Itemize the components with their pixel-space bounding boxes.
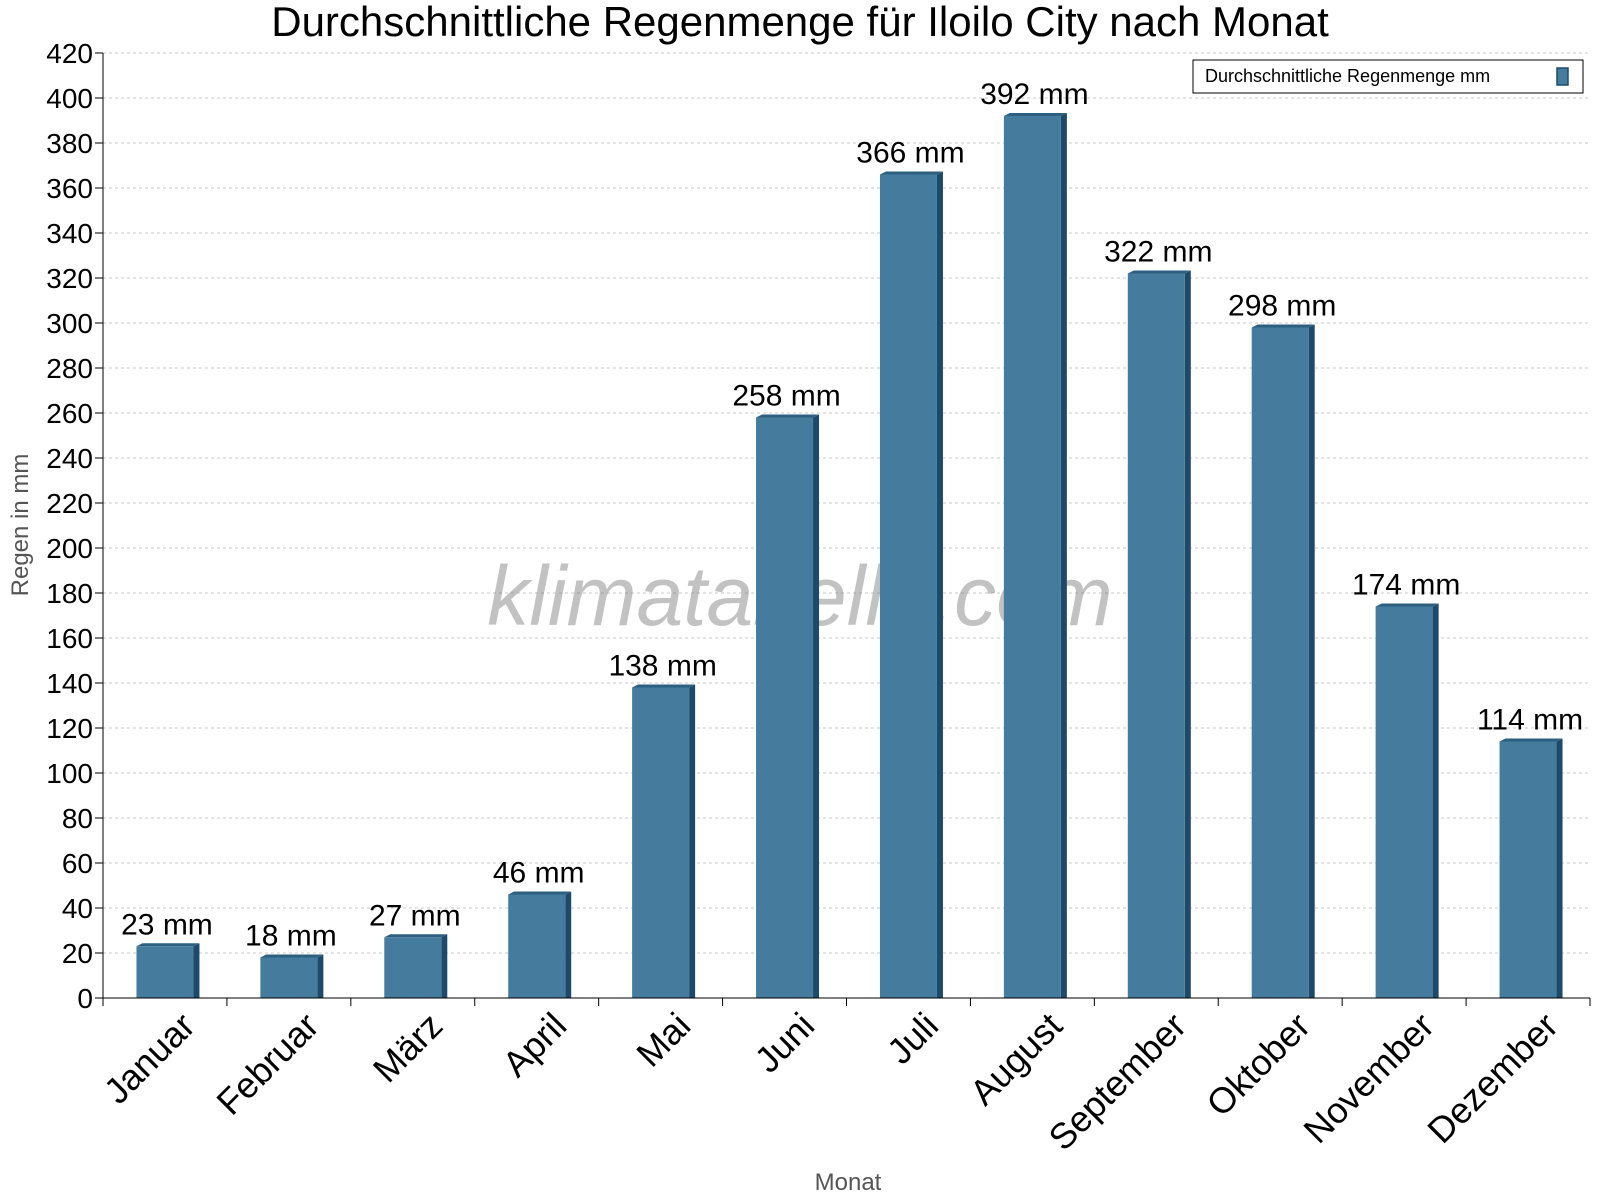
legend-box — [1192, 59, 1584, 94]
y-tick-label: 340 — [46, 218, 93, 249]
bar-top — [1003, 113, 1067, 116]
bar — [384, 937, 442, 998]
y-tick-label: 360 — [46, 173, 93, 204]
bar-side — [1060, 113, 1067, 998]
y-tick-label: 100 — [46, 758, 93, 789]
bar-top — [632, 684, 696, 688]
y-tick-label: 220 — [46, 488, 93, 519]
bar-side — [317, 954, 324, 998]
bar-top — [384, 934, 448, 938]
bar — [879, 174, 937, 998]
y-tick-label: 60 — [62, 848, 93, 879]
x-tick-label: Juli — [879, 1005, 946, 1072]
y-tick-label: 80 — [62, 803, 93, 834]
bar-top — [756, 414, 820, 418]
data-label: 27 mm — [369, 899, 461, 932]
axes — [95, 52, 1591, 1006]
legend-swatch — [1556, 67, 1569, 86]
bar-top — [136, 943, 200, 947]
y-tick-label: 140 — [46, 668, 93, 699]
data-label: 322 mm — [1104, 236, 1212, 269]
x-tick-label: Oktober — [1198, 1005, 1318, 1125]
x-tick-label: Februar — [208, 1005, 326, 1123]
grid-lines — [103, 52, 1590, 954]
x-tick-label: Mai — [628, 1005, 698, 1075]
y-tick-label: 200 — [46, 533, 93, 564]
data-label: 46 mm — [493, 857, 585, 890]
bar — [1251, 327, 1309, 998]
bar — [260, 957, 318, 998]
bar-top — [508, 891, 572, 895]
y-tick-label: 20 — [62, 938, 93, 969]
bar — [632, 687, 690, 998]
bar-top — [879, 171, 943, 175]
data-label: 258 mm — [732, 380, 840, 413]
data-label: 18 mm — [245, 920, 337, 953]
data-label: 138 mm — [608, 650, 716, 683]
legend-label: Durchschnittliche Regenmenge mm — [1205, 66, 1490, 86]
bar-side — [1556, 738, 1563, 998]
y-tick-label: 380 — [46, 128, 93, 159]
data-labels: 23 mm 18 mm 27 mm 46 mm 138 mm 258 mm 366 mm 39… — [121, 78, 1583, 953]
bar-side — [441, 934, 448, 998]
y-tick-label: 320 — [46, 263, 93, 294]
y-tick-label: 400 — [46, 83, 93, 114]
bar-top — [260, 954, 324, 958]
y-tick-label: 300 — [46, 308, 93, 339]
y-tick-label: 420 — [46, 38, 93, 69]
y-tick-label: 40 — [62, 893, 93, 924]
data-label: 392 mm — [980, 78, 1088, 111]
bar-side — [565, 891, 572, 998]
bar-top — [1251, 324, 1315, 328]
bar-side — [689, 684, 696, 998]
x-tick-label: Juni — [747, 1005, 823, 1081]
bar — [136, 946, 194, 998]
bar — [1003, 116, 1061, 998]
bar — [1127, 273, 1185, 998]
x-tick-label: Dezember — [1419, 1005, 1565, 1151]
y-tick-label: 280 — [46, 353, 93, 384]
legend: Durchschnittliche Regenmenge mm — [1192, 59, 1584, 94]
bar — [508, 894, 566, 998]
y-tick-label: 120 — [46, 713, 93, 744]
x-tick-label: Januar — [96, 1005, 203, 1112]
bar-side — [1432, 603, 1439, 998]
data-label: 174 mm — [1352, 569, 1460, 602]
x-axis-label: Monat — [815, 1169, 882, 1196]
y-tick-label: 240 — [46, 443, 93, 474]
bar-side — [1308, 324, 1315, 998]
x-tick-labels: Januar Februar März April Mai Juni Juli AugustS… — [96, 1005, 1566, 1159]
bar — [1375, 606, 1433, 998]
y-tick-label: 260 — [46, 398, 93, 429]
data-label: 298 mm — [1228, 290, 1336, 323]
y-tick-label: 180 — [46, 578, 93, 609]
bar-side — [1184, 270, 1191, 998]
bars — [136, 113, 1563, 998]
data-label: 114 mm — [1477, 704, 1583, 737]
x-tick-label: März — [365, 1005, 451, 1091]
x-tick-label: August — [962, 1005, 1070, 1113]
bar-side — [813, 414, 820, 998]
bar-top — [1499, 738, 1563, 742]
y-axis-label: Regen in mm — [7, 454, 34, 597]
y-tick-labels: 0 20 40 60 80 100 120 140 160 180 200 220 240 260 280 3… — [46, 38, 93, 1014]
x-tick-label: April — [494, 1005, 574, 1085]
bar — [756, 417, 814, 998]
chart-title: Durchschnittliche Regenmenge für Iloilo … — [271, 0, 1329, 45]
x-tick-label: November — [1295, 1005, 1441, 1151]
data-label: 23 mm — [121, 908, 213, 941]
data-label: 366 mm — [856, 137, 964, 170]
y-tick-label: 0 — [77, 983, 93, 1014]
bar-side — [193, 943, 200, 998]
y-tick-label: 160 — [46, 623, 93, 654]
bar-top — [1375, 603, 1439, 607]
bar-top — [1127, 270, 1191, 274]
bar-side — [936, 171, 943, 998]
bar — [1499, 741, 1557, 998]
